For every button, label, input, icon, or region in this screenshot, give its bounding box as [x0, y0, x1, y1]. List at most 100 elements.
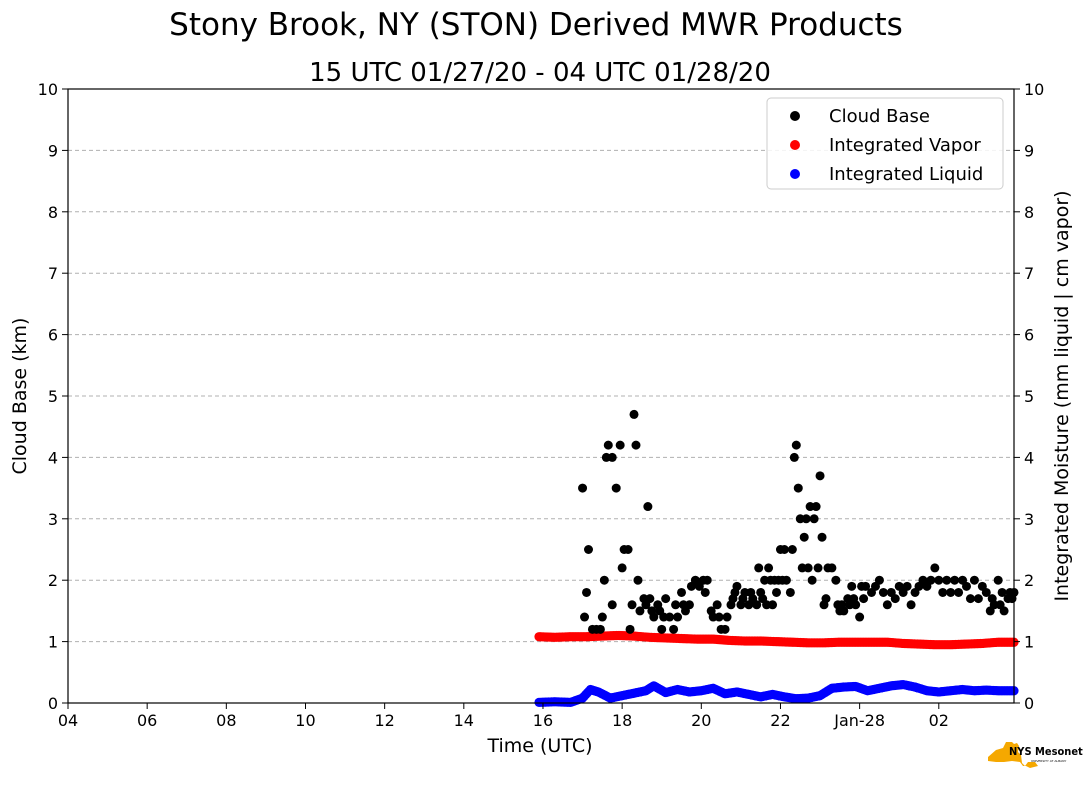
- x-tick-label: 10: [295, 711, 315, 730]
- cloud-base-point: [597, 612, 607, 622]
- x-tick-label: 08: [216, 711, 236, 730]
- y-tick-label-right: 8: [1024, 203, 1034, 222]
- cloud-base-point: [787, 545, 797, 554]
- cloud-base-point: [930, 563, 940, 573]
- y-tick-label-right: 4: [1024, 448, 1034, 467]
- y-tick-label-right: 3: [1024, 510, 1034, 529]
- x-tick-label: 14: [454, 711, 474, 730]
- x-tick-label: Jan-28: [833, 711, 885, 730]
- x-tick-label: 22: [770, 711, 790, 730]
- cloud-base-point: [815, 471, 825, 481]
- cloud-base-point: [809, 514, 819, 524]
- cloud-base-point: [611, 483, 621, 493]
- legend-box: [766, 97, 1004, 190]
- cloud-base-point: [946, 587, 956, 597]
- cloud-base-point: [580, 612, 590, 622]
- cloud-base-point: [906, 600, 916, 610]
- cloud-base-point: [807, 575, 817, 585]
- cloud-base-point: [764, 563, 774, 573]
- cloud-base-point: [882, 600, 892, 610]
- cloud-base-point: [847, 581, 857, 591]
- cloud-base-point: [855, 612, 865, 622]
- cloud-base-point: [799, 532, 809, 542]
- logo-text: NYS Mesonet: [1009, 745, 1083, 758]
- y-tick-label-left: 1: [48, 633, 58, 652]
- cloud-base-point: [684, 600, 694, 610]
- cloud-base-point: [965, 594, 975, 604]
- cloud-base-point: [677, 587, 687, 597]
- cloud-base-point: [962, 581, 972, 591]
- cloud-base-point: [942, 575, 952, 585]
- cloud-base-point: [781, 575, 791, 585]
- cloud-base-point: [623, 545, 633, 554]
- cloud-base-point: [969, 575, 979, 585]
- cloud-base-point: [768, 600, 778, 610]
- y-tick-label-right: 7: [1024, 264, 1034, 283]
- y-tick-label-right: 6: [1024, 326, 1034, 345]
- cloud-base-point: [702, 575, 712, 585]
- cloud-base-point: [714, 612, 724, 622]
- x-tick-label: 12: [374, 711, 394, 730]
- legend-marker-integrated-vapor: [790, 140, 800, 150]
- legend-marker-integrated-liquid: [790, 169, 800, 179]
- cloud-base-point: [861, 581, 871, 591]
- cloud-base-point: [779, 545, 789, 554]
- y-tick-label-left: 0: [48, 694, 58, 713]
- y-tick-label-left: 7: [48, 264, 58, 283]
- cloud-base-point: [831, 575, 841, 585]
- cloud-base-point: [791, 440, 801, 450]
- x-tick-label: 16: [533, 711, 553, 730]
- cloud-base-point: [973, 594, 983, 604]
- nys-mesonet-logo: NYS Mesonet UNIVERSITY AT ALBANY: [988, 742, 1083, 768]
- cloud-base-point: [635, 606, 645, 616]
- cloud-base-point: [752, 600, 762, 610]
- cloud-base-point: [599, 575, 609, 585]
- cloud-base-point: [657, 624, 667, 634]
- cloud-base-point: [732, 581, 742, 591]
- cloud-base-point: [801, 514, 811, 524]
- y-tick-label-left: 3: [48, 510, 58, 529]
- legend-label-integrated-liquid: Integrated Liquid: [829, 164, 983, 185]
- cloud-base-point: [997, 587, 1007, 597]
- cloud-base-point: [649, 612, 659, 622]
- cloud-base-point: [938, 587, 948, 597]
- y-tick-label-right: 0: [1024, 694, 1034, 713]
- cloud-base-point: [817, 532, 827, 542]
- legend-marker-cloud-base: [790, 111, 800, 121]
- x-axis-label: Time (UTC): [486, 735, 592, 757]
- cloud-base-point: [839, 606, 849, 616]
- y-tick-label-right: 2: [1024, 571, 1034, 590]
- x-tick-label: 20: [691, 711, 711, 730]
- cloud-base-point: [633, 575, 643, 585]
- legend-label-integrated-vapor: Integrated Vapor: [829, 135, 981, 156]
- cloud-base-point: [785, 587, 795, 597]
- logo-subtext: UNIVERSITY AT ALBANY: [1031, 759, 1066, 763]
- cloud-base-point: [617, 563, 627, 573]
- cloud-base-point: [803, 563, 813, 573]
- cloud-base-point: [934, 575, 944, 585]
- series-cloud-base: [578, 409, 1019, 634]
- cloud-base-point: [851, 600, 861, 610]
- cloud-base-point: [671, 600, 681, 610]
- cloud-base-point: [813, 563, 823, 573]
- y-tick-label-left: 4: [48, 448, 58, 467]
- cloud-base-point: [878, 587, 888, 597]
- y-tick-label-left: 2: [48, 571, 58, 590]
- x-tick-label: 18: [612, 711, 632, 730]
- y-tick-label-left: 6: [48, 326, 58, 345]
- y-tick-label-left: 8: [48, 203, 58, 222]
- cloud-base-point: [981, 587, 991, 597]
- chart-title: Stony Brook, NY (STON) Derived MWR Produ…: [169, 7, 903, 43]
- cloud-base-point: [712, 600, 722, 610]
- cloud-base-point: [859, 594, 869, 604]
- cloud-base-point: [665, 612, 675, 622]
- y-axis-label-left: Cloud Base (km): [9, 318, 31, 475]
- cloud-base-point: [821, 594, 831, 604]
- cloud-base-point: [720, 624, 730, 634]
- cloud-base-point: [993, 575, 1003, 585]
- cloud-base-point: [700, 587, 710, 597]
- new-york-state-shape-icon: [988, 742, 1038, 768]
- cloud-base-point: [954, 587, 964, 597]
